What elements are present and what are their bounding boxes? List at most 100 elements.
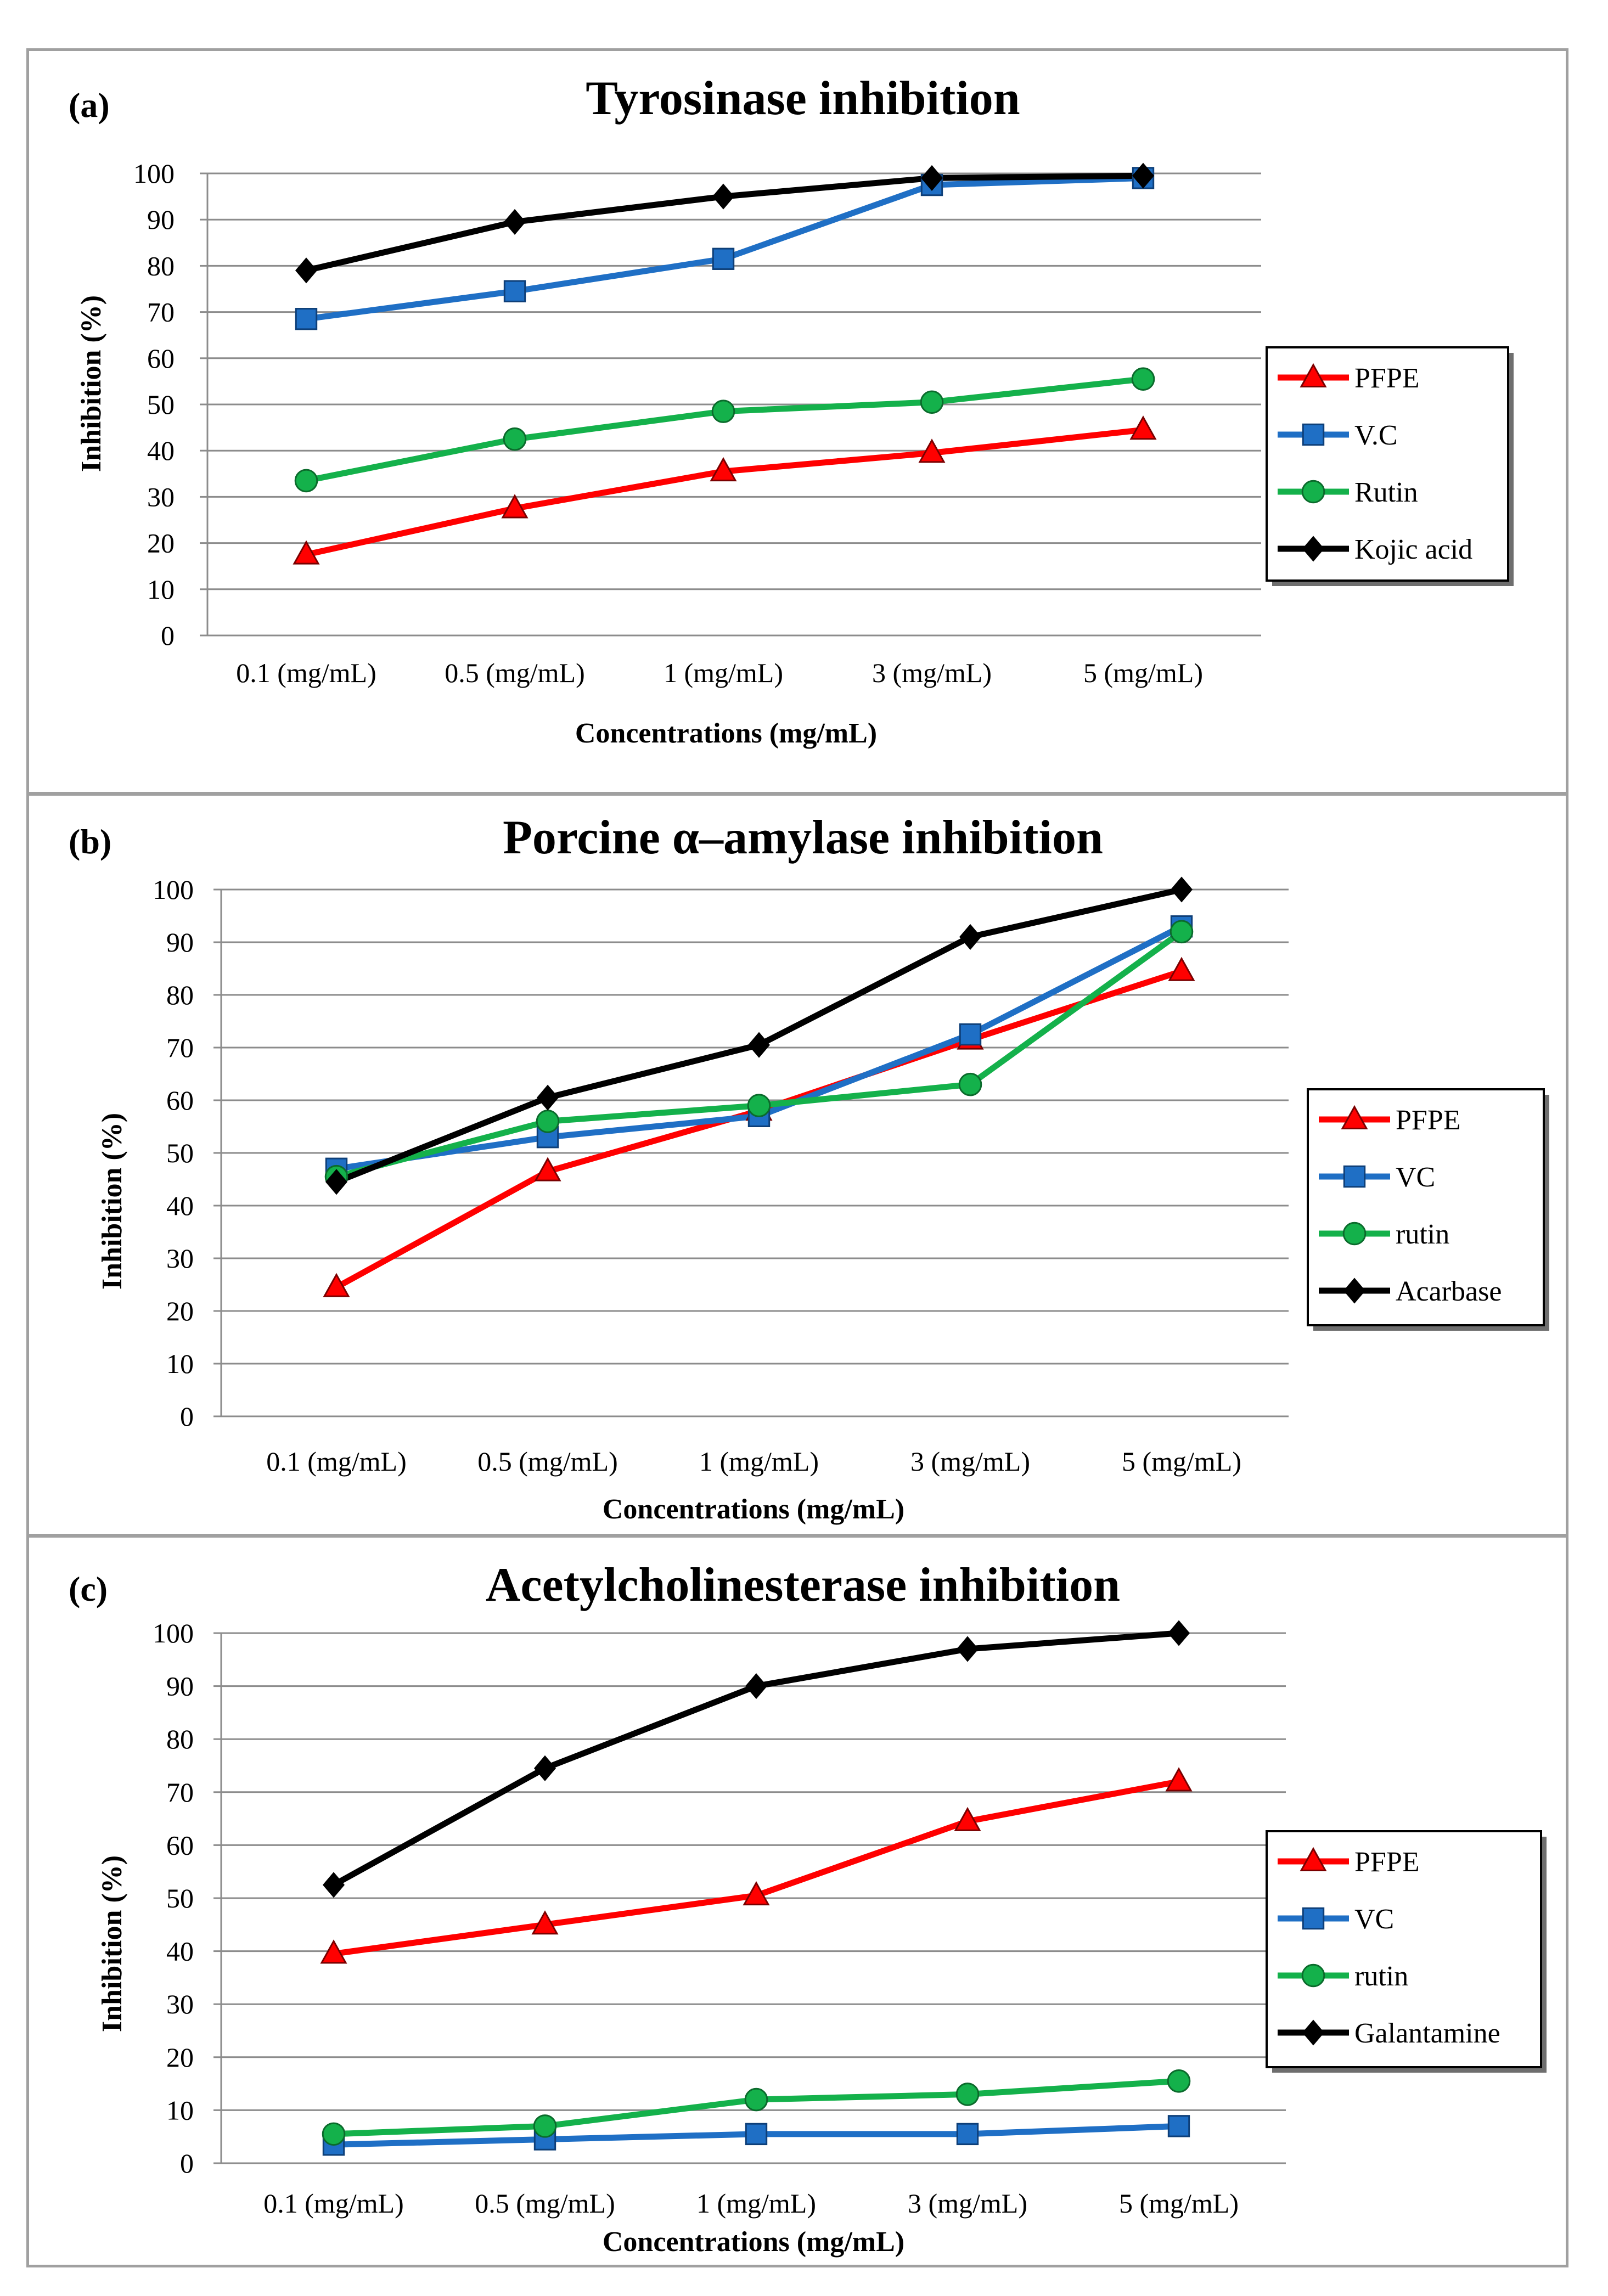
legend-label: Acarbase xyxy=(1396,1276,1502,1307)
data-point xyxy=(712,183,735,210)
data-point xyxy=(747,1032,771,1058)
y-tick-label: 80 xyxy=(147,250,175,281)
data-point xyxy=(503,280,526,302)
data-point xyxy=(536,1084,559,1111)
legend: PFPE VC rutin Acarbase xyxy=(1307,1088,1549,1331)
y-tick-label: 20 xyxy=(147,528,175,559)
y-tick-label: 100 xyxy=(133,158,175,189)
legend-marker xyxy=(1343,1165,1366,1188)
legend-marker xyxy=(1342,1222,1367,1246)
data-point xyxy=(955,2083,980,2106)
y-tick-label: 30 xyxy=(166,1243,194,1274)
data-point xyxy=(1165,1767,1193,1792)
chart-title: Tyrosinase inhibition xyxy=(586,72,1020,125)
x-tick-label: 5 (mg/mL) xyxy=(1083,657,1203,688)
data-point xyxy=(747,1094,771,1117)
data-point xyxy=(918,438,946,463)
y-tick-label: 80 xyxy=(166,1724,194,1754)
x-tick-label: 3 (mg/mL) xyxy=(872,657,992,688)
data-point xyxy=(710,457,737,482)
data-point xyxy=(920,390,944,414)
series-line-pfpe xyxy=(330,1778,1182,1957)
y-tick-label: 0 xyxy=(180,2148,194,2179)
x-tick-label: 0.5 (mg/mL) xyxy=(445,657,585,688)
y-tick-label: 20 xyxy=(166,2042,194,2073)
data-point xyxy=(536,1110,560,1133)
data-point xyxy=(959,1023,982,1046)
data-point xyxy=(295,308,318,330)
legend-label: Galantamine xyxy=(1354,2018,1500,2049)
chart-title: Acetylcholinesterase inhibition xyxy=(486,1558,1120,1612)
legend-marker xyxy=(1301,480,1325,504)
y-tick-label: 40 xyxy=(166,1936,194,1967)
x-axis-label: Concentrations (mg/mL) xyxy=(575,718,877,749)
y-axis-label: Inhibition (%) xyxy=(97,1855,128,2032)
data-point xyxy=(712,247,735,270)
legend-label: rutin xyxy=(1396,1219,1449,1250)
y-tick-label: 80 xyxy=(166,980,194,1010)
chart-a-svg: (a) Tyrosinase inhibition Concentrations… xyxy=(69,72,1514,749)
data-point xyxy=(711,399,735,423)
legend-marker xyxy=(1302,536,1325,562)
chart-title: Porcine α–amylase inhibition xyxy=(503,811,1103,864)
data-point xyxy=(323,1273,350,1297)
chart-panel-b: (b) Porcine α–amylase inhibition Concent… xyxy=(26,793,1568,1537)
data-point xyxy=(503,209,526,235)
data-point xyxy=(503,427,527,451)
y-tick-label: 60 xyxy=(166,1085,194,1116)
data-point xyxy=(956,1636,979,1662)
legend-label: V.C xyxy=(1354,420,1398,451)
y-tick-label: 10 xyxy=(166,1348,194,1379)
data-point xyxy=(954,1807,981,1831)
y-tick-label: 50 xyxy=(166,1138,194,1168)
legend-marker xyxy=(1300,363,1327,387)
y-tick-label: 30 xyxy=(166,1989,194,2019)
data-point xyxy=(295,257,318,284)
x-tick-label: 0.1 (mg/mL) xyxy=(263,2188,404,2219)
x-tick-label: 1 (mg/mL) xyxy=(664,657,783,688)
y-tick-label: 0 xyxy=(180,1401,194,1432)
legend-marker xyxy=(1300,1847,1327,1871)
series-line-galantamine xyxy=(330,1630,1182,1888)
y-tick-label: 70 xyxy=(166,1032,194,1063)
legend-label: VC xyxy=(1354,1904,1394,1935)
data-point xyxy=(533,2114,557,2138)
x-tick-label: 5 (mg/mL) xyxy=(1119,2188,1239,2219)
y-axis-label: Inhibition (%) xyxy=(97,1113,128,1290)
y-tick-label: 50 xyxy=(147,389,175,420)
y-tick-label: 30 xyxy=(147,481,175,512)
x-axis-label: Concentrations (mg/mL) xyxy=(603,1494,904,1525)
y-axis-label: Inhibition (%) xyxy=(76,295,107,472)
legend-label: PFPE xyxy=(1354,1847,1420,1878)
y-tick-label: 70 xyxy=(166,1777,194,1808)
x-tick-label: 1 (mg/mL) xyxy=(696,2188,816,2219)
x-tick-label: 0.1 (mg/mL) xyxy=(236,657,376,688)
y-tick-label: 0 xyxy=(161,620,175,651)
legend-label: VC xyxy=(1396,1162,1435,1193)
y-tick-label: 70 xyxy=(147,297,175,328)
data-point xyxy=(1168,956,1195,981)
y-tick-label: 90 xyxy=(166,1671,194,1702)
chart-panel-a: (a) Tyrosinase inhibition Concentrations… xyxy=(26,48,1568,795)
data-point xyxy=(1170,876,1193,903)
y-tick-label: 100 xyxy=(153,1618,194,1648)
data-point xyxy=(322,2122,346,2146)
y-tick-label: 90 xyxy=(147,204,175,235)
plot-area: 0 10 20 30 40 50 60 70 80 90 100 0.1 (mg/mL) 0.5 (mg… xyxy=(153,1618,1286,2219)
y-tick-label: 10 xyxy=(166,2095,194,2125)
legend: PFPE V.C Rutin Kojic acid xyxy=(1266,346,1514,586)
data-point xyxy=(1167,2069,1191,2093)
data-point xyxy=(959,924,982,950)
legend: PFPE VC rutin Galantamine xyxy=(1266,1830,1547,2073)
legend-marker xyxy=(1341,1105,1368,1129)
x-tick-label: 0.1 (mg/mL) xyxy=(266,1446,407,1477)
legend-marker xyxy=(1301,1963,1325,1988)
chart-c-svg: (c) Acetylcholinesterase inhibition Conc… xyxy=(69,1558,1547,2258)
y-tick-label: 60 xyxy=(147,343,175,374)
y-tick-label: 40 xyxy=(166,1190,194,1221)
legend-marker xyxy=(1302,2019,1325,2046)
panel-label: (a) xyxy=(69,86,110,125)
legend-marker xyxy=(1343,1278,1366,1304)
panel-label: (c) xyxy=(69,1569,108,1608)
data-point xyxy=(1170,920,1194,944)
